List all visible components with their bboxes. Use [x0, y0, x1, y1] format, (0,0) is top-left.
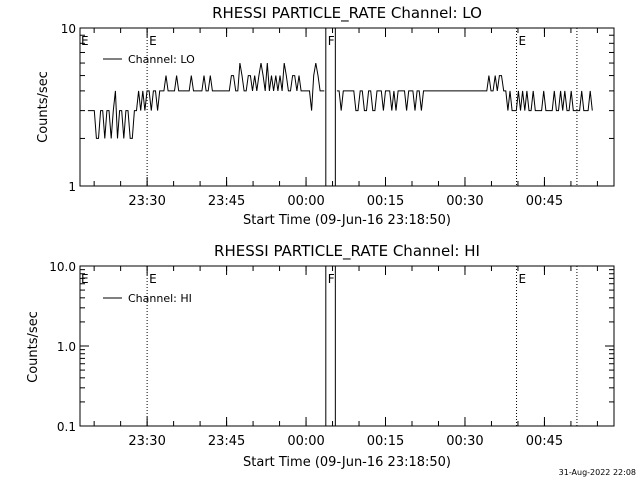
footer-timestamp: 31-Aug-2022 22:08 [559, 468, 636, 477]
panel-hi-event-markers: E F EE [81, 266, 578, 426]
panel-hi-legend-label: Channel: HI [128, 292, 192, 305]
panel-lo-marker-label-1: F [328, 34, 335, 48]
panel-hi-y-axis-label: Counts/sec [26, 311, 41, 383]
panel-lo-x-tick-label-2: 00:00 [287, 194, 324, 209]
panel-lo: RHESSI PARTICLE_RATE Channel: LO Counts/… [36, 4, 615, 228]
panel-lo-x-tick-label-1: 23:45 [208, 194, 245, 209]
panel-lo-title: RHESSI PARTICLE_RATE Channel: LO [212, 4, 482, 23]
panel-hi-title: RHESSI PARTICLE_RATE Channel: HI [214, 242, 480, 261]
panel-hi-x-tick-label-4: 00:30 [446, 434, 483, 449]
panel-lo-y-tick-label-1: 10 [61, 22, 76, 36]
panel-lo-marker-label-left-edge: E [81, 34, 89, 48]
panel-hi-axes: 0.1 1.0 10.0 23:30 23:45 00:00 00:15 00:30 00:45 [49, 260, 614, 449]
panel-hi-marker-label-0: E [149, 272, 157, 286]
panel-lo-legend-label: Channel: LO [128, 53, 195, 66]
panel-lo-y-tick-label-0: 1 [68, 180, 76, 194]
panel-hi-marker-label-1: F [328, 272, 335, 286]
panel-hi-y-tick-label-0: 0.1 [57, 420, 76, 434]
panel-lo-x-tick-label-0: 23:30 [128, 194, 165, 209]
panel-lo-series [87, 63, 593, 139]
panel-hi-marker-label-3: E [519, 272, 527, 286]
panel-hi-x-tick-label-5: 00:45 [526, 434, 563, 449]
panel-hi: RHESSI PARTICLE_RATE Channel: HI Counts/… [26, 242, 615, 470]
panel-hi-x-tick-label-2: 00:00 [287, 434, 324, 449]
panel-hi-y-tick-label-1: 1.0 [57, 340, 76, 354]
panel-lo-axes: 1 10 23:30 23:45 00:00 00:15 00:30 00:45 [61, 22, 614, 209]
panel-hi-y-tick-label-2: 10.0 [49, 260, 76, 274]
panel-lo-x-axis-label: Start Time (09-Jun-16 23:18:50) [243, 213, 451, 228]
panel-lo-x-tick-label-3: 00:15 [367, 194, 404, 209]
panel-hi-x-axis-label: Start Time (09-Jun-16 23:18:50) [243, 455, 451, 470]
panel-lo-y-axis-label: Counts/sec [36, 71, 51, 143]
panel-lo-series-line-0 [87, 63, 593, 139]
panel-hi-marker-label-left-edge: E [81, 272, 89, 286]
panel-hi-x-tick-label-3: 00:15 [367, 434, 404, 449]
panel-lo-x-tick-label-5: 00:45 [526, 194, 563, 209]
panel-lo-marker-label-3: E [519, 34, 527, 48]
panel-lo-plot-frame [79, 27, 615, 187]
panel-lo-marker-label-0: E [149, 34, 157, 48]
panel-lo-x-tick-label-4: 00:30 [446, 194, 483, 209]
panel-hi-x-tick-label-0: 23:30 [128, 434, 165, 449]
panel-hi-x-tick-label-1: 23:45 [208, 434, 245, 449]
